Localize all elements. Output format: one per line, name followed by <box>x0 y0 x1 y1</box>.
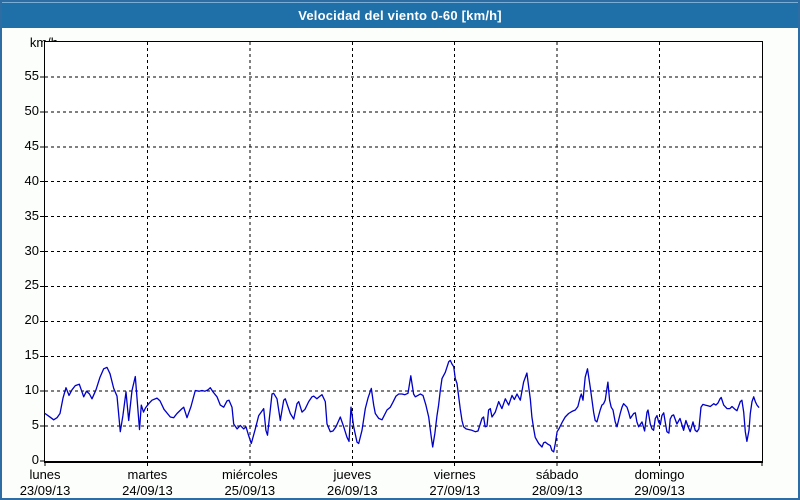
y-tick-label: 55 <box>2 69 39 83</box>
y-tick-label: 0 <box>2 453 39 467</box>
x-date-label: 25/09/13 <box>225 483 276 498</box>
x-date-label: 26/09/13 <box>327 483 378 498</box>
x-day-label: martes <box>128 467 168 482</box>
y-tick-label: 20 <box>2 313 39 327</box>
y-tick-label: 30 <box>2 244 39 258</box>
y-tick-label: 40 <box>2 174 39 188</box>
wind-speed-series <box>45 360 759 452</box>
y-tick-label: 45 <box>2 139 39 153</box>
y-tick-label: 10 <box>2 383 39 397</box>
x-day-label: jueves <box>333 467 371 482</box>
x-date-label: 27/09/13 <box>429 483 480 498</box>
x-date-label: 23/09/13 <box>20 483 71 498</box>
x-date-label: 28/09/13 <box>532 483 583 498</box>
x-date-label: 29/09/13 <box>634 483 685 498</box>
plot-area <box>44 41 763 463</box>
y-tick-label: 5 <box>2 418 39 432</box>
y-tick-label: 15 <box>2 348 39 362</box>
x-day-label: sábado <box>536 467 579 482</box>
wind-speed-line-chart <box>45 42 762 461</box>
x-date-label: 24/09/13 <box>122 483 173 498</box>
x-day-label: lunes <box>29 467 60 482</box>
app-window: Velocidad del viento 0-60 [km/h] km/h 05… <box>0 0 800 500</box>
y-tick-label: 50 <box>2 104 39 118</box>
chart-title: Velocidad del viento 0-60 [km/h] <box>298 8 502 23</box>
y-tick-label: 25 <box>2 278 39 292</box>
x-day-label: viernes <box>434 467 476 482</box>
y-tick-label: 35 <box>2 209 39 223</box>
x-day-label: domingo <box>635 467 685 482</box>
title-bar: Velocidad del viento 0-60 [km/h] <box>2 2 798 28</box>
x-day-label: miércoles <box>222 467 278 482</box>
